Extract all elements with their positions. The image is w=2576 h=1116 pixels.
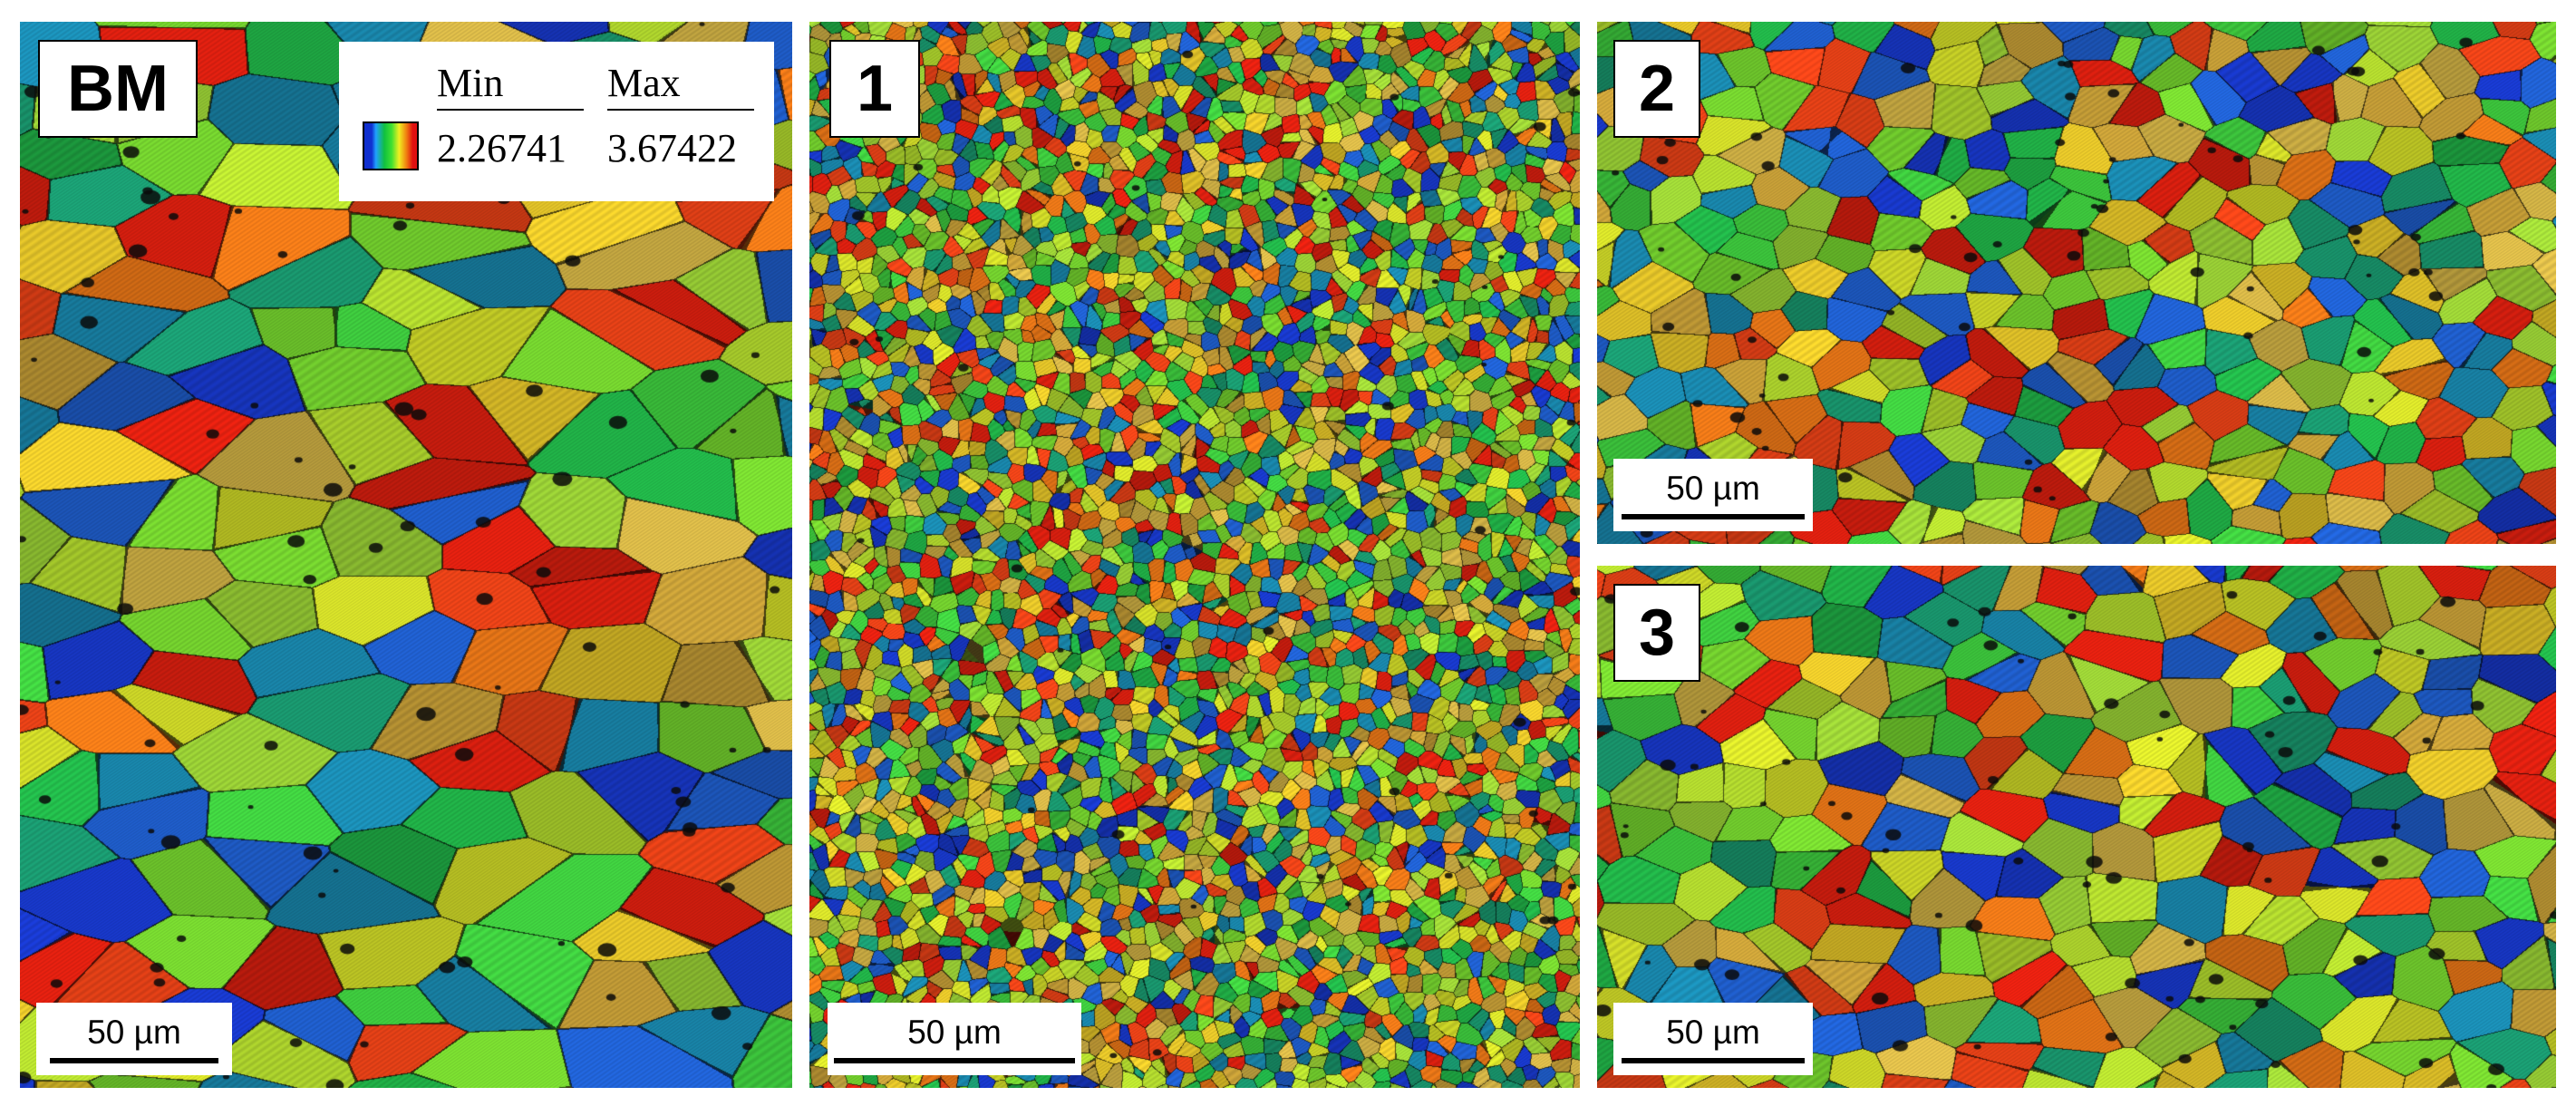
scale-bar-line <box>1622 1057 1805 1063</box>
ebsd-map-panel-2: 2 50 µm <box>1597 22 2556 544</box>
legend-color-gradient-swatch <box>363 121 419 170</box>
colormap-legend: Min Max 2.26741 3.67422 <box>339 42 774 201</box>
legend-min-value: 2.26741 <box>437 126 567 170</box>
grain-orientation-map-3 <box>1597 566 2556 1088</box>
scale-bar-line <box>1622 513 1805 519</box>
legend-max-value: 3.67422 <box>607 126 737 170</box>
scale-bar-label: 50 µm <box>1666 1013 1760 1051</box>
scale-bar-label: 50 µm <box>907 1013 1002 1051</box>
panel-label-bm: BM <box>38 40 198 138</box>
legend-min-header: Min <box>437 61 504 105</box>
scale-bar-2: 50 µm <box>1613 459 1813 531</box>
scale-bar-label: 50 µm <box>1666 469 1760 507</box>
grain-orientation-map-2 <box>1597 22 2556 544</box>
panel-label-3: 3 <box>1613 584 1700 682</box>
legend-max-header: Max <box>607 61 681 105</box>
scale-bar-label: 50 µm <box>87 1013 181 1051</box>
scale-bar-1: 50 µm <box>828 1003 1081 1075</box>
ebsd-map-panel-3: 3 50 µm <box>1597 566 2556 1088</box>
ebsd-map-panel-1: 1 50 µm <box>809 22 1580 1088</box>
legend-rule-max <box>607 109 754 111</box>
scale-bar-line <box>50 1057 218 1063</box>
panel-label-2: 2 <box>1613 40 1700 138</box>
legend-rule-min <box>437 109 584 111</box>
grain-orientation-map-1 <box>809 22 1580 1088</box>
ebsd-map-panel-bm: BM Min Max 2.26741 3.67422 50 µm <box>20 22 792 1088</box>
panel-label-1: 1 <box>829 40 920 138</box>
scale-bar-3: 50 µm <box>1613 1003 1813 1075</box>
scale-bar-bm: 50 µm <box>36 1003 232 1075</box>
scale-bar-line <box>834 1057 1075 1063</box>
